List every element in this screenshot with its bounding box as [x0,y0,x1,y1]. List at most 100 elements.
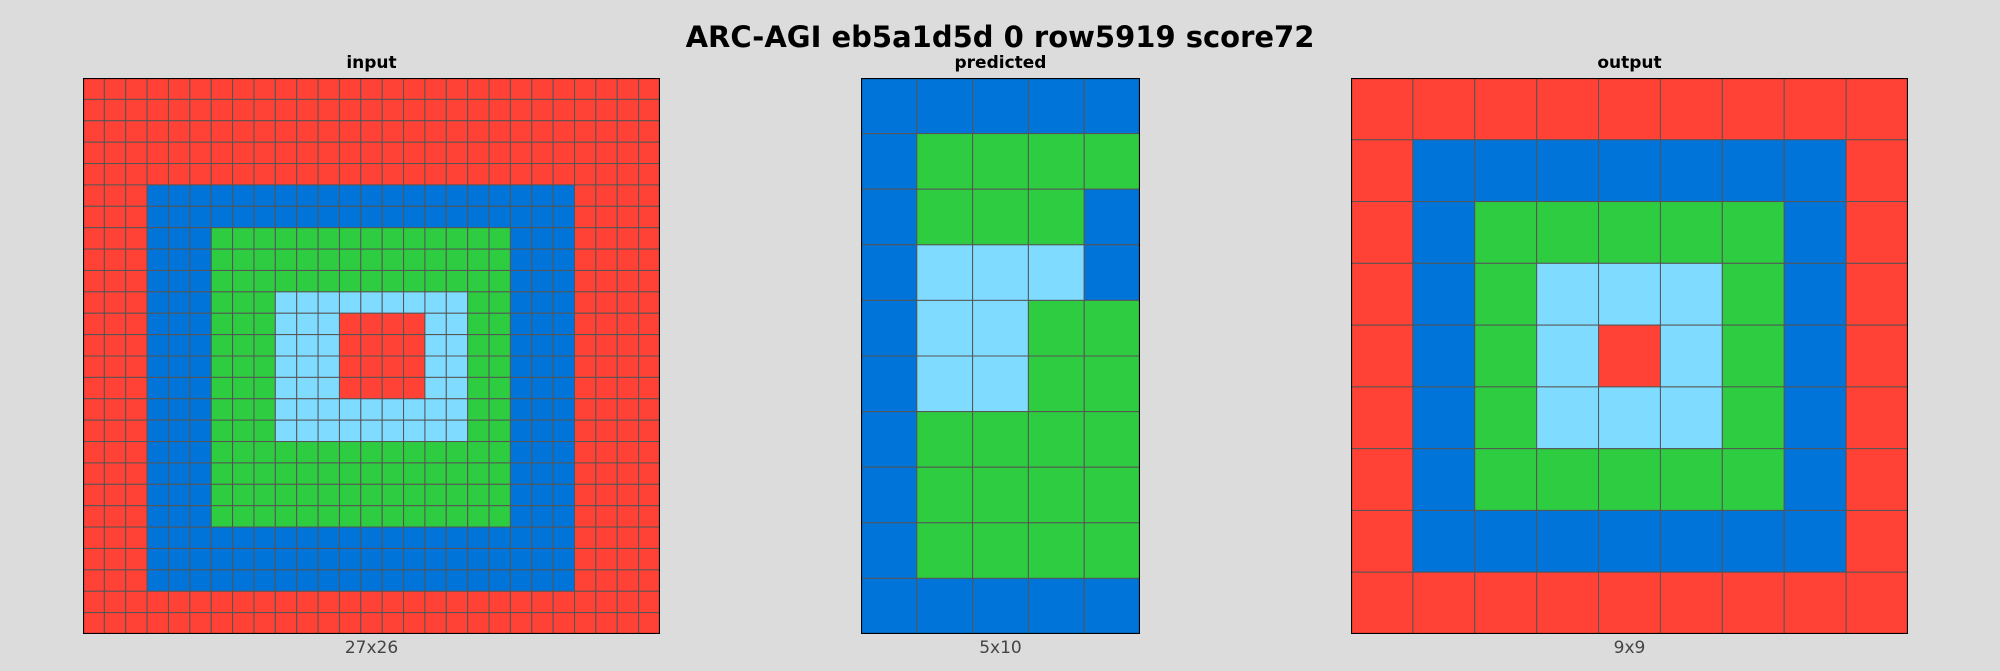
input-cell [360,376,383,400]
input-cell [509,441,533,464]
input-cell [424,227,447,250]
input-cell [274,334,298,357]
input-cell [167,419,191,443]
input-cell [167,505,191,528]
input-cell [103,547,127,571]
input-cell [531,505,554,528]
input-cell [210,227,234,250]
input-cell [638,483,660,507]
input-cell [616,419,640,443]
input-cell [317,547,340,571]
input-cell [232,248,255,271]
input-cell [83,612,105,634]
output-cell [1659,78,1723,141]
input-cell [574,163,597,186]
input-cell [616,355,640,378]
input-cell [552,141,576,165]
predicted-cell [916,466,974,524]
input-cell [253,98,276,122]
output-cell [1721,262,1785,326]
input-cell [424,141,447,165]
input-cell [595,248,618,271]
input-cell [467,184,490,207]
input-grid-border [83,78,660,634]
input-cell [638,419,660,443]
input-cell [381,248,405,271]
input-cell [338,78,362,100]
input-cell [552,547,576,571]
input-cell [509,505,533,528]
input-cell [274,291,298,314]
input-cell [595,505,618,528]
predicted-cell [1027,133,1085,190]
input-cell [338,248,362,271]
input-cell [488,334,511,357]
input-cell [125,376,148,400]
input-cell [360,612,383,634]
input-cell [210,205,234,229]
input-cell [274,612,298,634]
input-cell [616,612,640,634]
predicted-cell [1083,577,1140,634]
input-cell [210,269,234,293]
input-cell [103,483,127,507]
output-cell [1412,201,1476,264]
input-cell [531,312,554,336]
output-cell [1536,571,1600,634]
output-cell [1783,509,1847,573]
input-cell [167,376,191,400]
input-cell [125,419,148,443]
input-cell [488,205,511,229]
input-cell [638,505,660,528]
input-cell [360,462,383,485]
output-cell [1474,262,1538,326]
input-cell [360,312,383,336]
input-cell [274,205,298,229]
input-cell [83,398,105,421]
input-cell [403,483,426,507]
input-cell [531,98,554,122]
input-cell [595,590,618,614]
input-cell [210,163,234,186]
predicted-cell [916,78,974,135]
input-cell [189,291,212,314]
input-cell [552,78,576,100]
input-cell [103,269,127,293]
output-cell [1598,324,1661,388]
output-cell [1783,571,1847,634]
output-cell [1783,386,1847,450]
input-cell [360,78,383,100]
input-cell [574,376,597,400]
input-cell [274,569,298,592]
input-cell [83,291,105,314]
input-cell [574,590,597,614]
predicted-cell [1083,299,1140,357]
input-cell [381,569,405,592]
input-cell [253,184,276,207]
input-cell [296,398,319,421]
input-cell [531,227,554,250]
input-cell [467,141,490,165]
input-cell [638,355,660,378]
input-cell [424,462,447,485]
input-cell [317,248,340,271]
input-cell [103,376,127,400]
input-cell [595,462,618,485]
input-cell [403,569,426,592]
input-cell [232,291,255,314]
input-cell [274,269,298,293]
input-cell [403,419,426,443]
input-cell [552,569,576,592]
input-cell [381,419,405,443]
output-cell [1783,78,1847,141]
output-cell [1412,262,1476,326]
output-cell [1351,262,1414,326]
input-cell [167,483,191,507]
input-cell [103,163,127,186]
input-cell [531,462,554,485]
predicted-cell [1083,355,1140,413]
input-cell [189,590,212,614]
input-cell [296,355,319,378]
input-cell [103,462,127,485]
input-cell [274,312,298,336]
